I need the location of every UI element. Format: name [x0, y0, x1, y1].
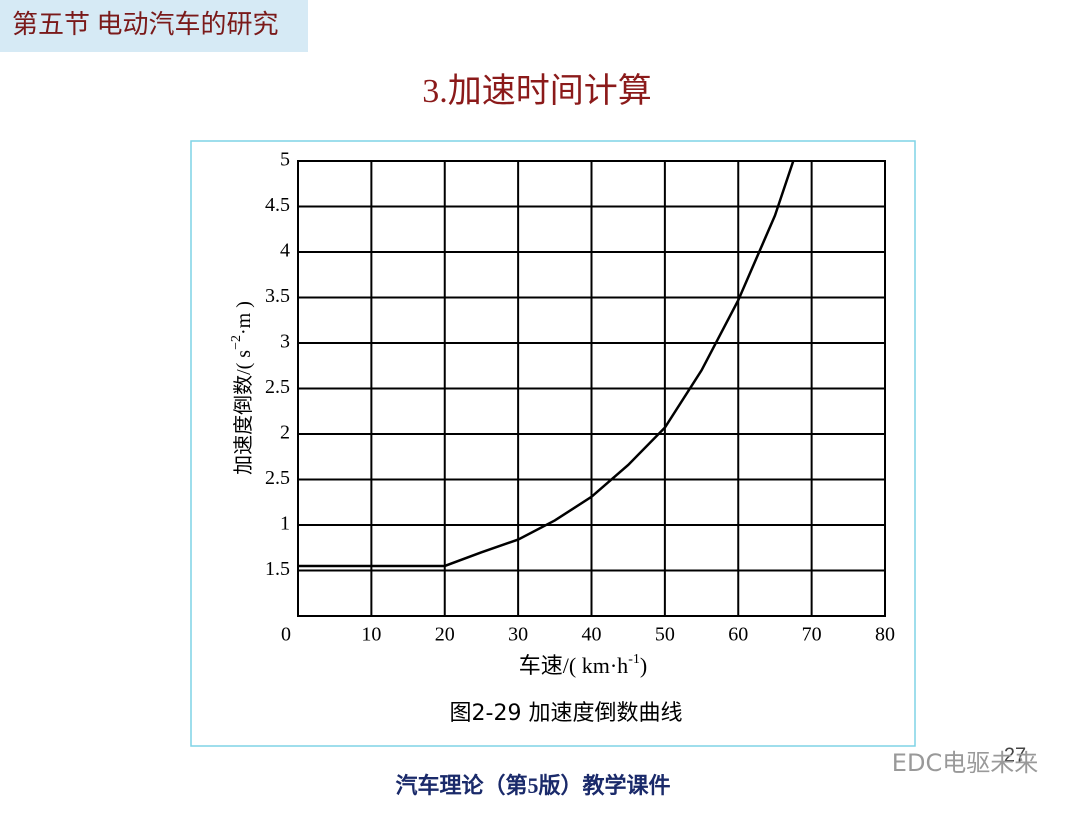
x-label-sup: -1 — [628, 652, 640, 667]
watermark: EDC电驱未来 — [892, 749, 1038, 777]
caption: 图2-29 加速度倒数曲线 — [450, 701, 683, 726]
x-tick-label: 80 — [875, 624, 895, 646]
y-label-sup: −2 — [229, 335, 244, 350]
x-tick-label: 30 — [508, 624, 528, 646]
x-tick-label: 40 — [582, 624, 602, 646]
y-tick-label: 2.5 — [265, 467, 290, 489]
y-tick-label: 2 — [280, 422, 290, 444]
y-tick-label: 4.5 — [265, 194, 290, 216]
y-tick-label: 2.5 — [265, 376, 290, 398]
x-tick-label: 60 — [728, 624, 748, 646]
y-tick-label: 3 — [280, 331, 290, 353]
y-label-main: 加速度倒数/( s — [232, 350, 255, 475]
slide-title: 3.加速时间计算 — [422, 72, 652, 110]
y-tick-label: 5 — [280, 149, 290, 171]
footer: 汽车理论（第5版）教学课件 — [395, 773, 670, 798]
x-tick-label: 10 — [361, 624, 381, 646]
y-tick-label: 4 — [280, 240, 290, 262]
y-axis-label: 加速度倒数/( s−2·m ) — [229, 301, 254, 475]
x-tick-label: 50 — [655, 624, 675, 646]
chart: 1.512.522.533.544.550 10 20 30 40 50 60 70 80 — [265, 149, 895, 646]
y-tick-label: 1.5 — [265, 558, 290, 580]
x-tick-label: 20 — [435, 624, 455, 646]
x-tick-label: 0 — [281, 624, 291, 646]
page-number: 27 — [1004, 744, 1026, 766]
x-label-end: ) — [640, 653, 647, 678]
y-tick-label: 3.5 — [265, 285, 290, 307]
header-bg — [0, 0, 308, 52]
curve — [298, 160, 795, 568]
y-tick-label: 1 — [280, 513, 290, 535]
y-label-end: ·m ) — [233, 301, 255, 335]
figure-frame — [190, 140, 916, 747]
header: 第五节 电动汽车的研究 — [12, 10, 279, 39]
x-label-main: 车速/( km·h — [519, 653, 628, 678]
x-tick-label: 70 — [802, 624, 822, 646]
x-axis-label: 车速/( km·h-1) — [519, 652, 647, 678]
